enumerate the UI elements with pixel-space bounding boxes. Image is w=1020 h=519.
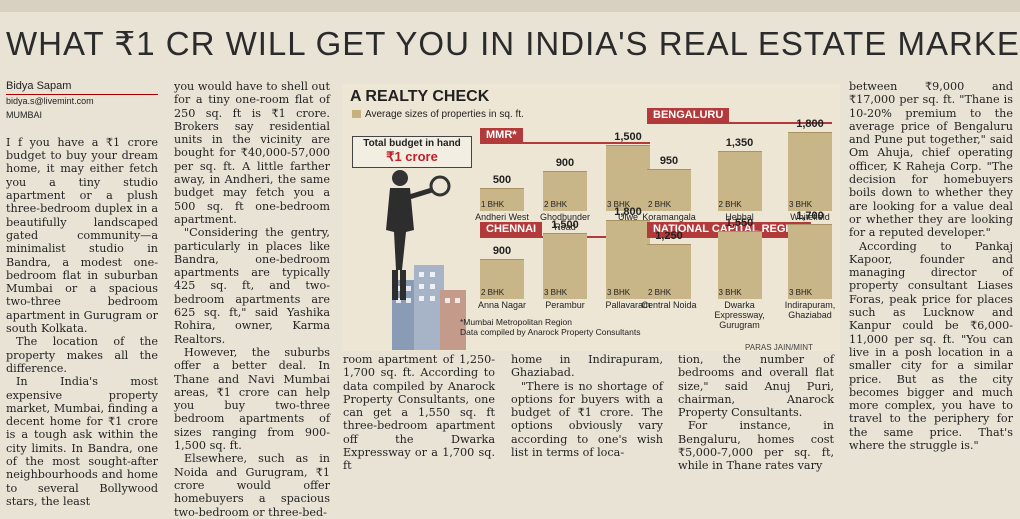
suit-shape (386, 188, 414, 270)
bar (543, 233, 587, 299)
bar (480, 259, 524, 299)
footnote-region: *Mumbai Metropolitan Region (460, 317, 572, 327)
region-label: NATIONAL CAPITAL REGION (647, 222, 811, 237)
bar-location-label: Whitefield (790, 212, 830, 222)
bar (543, 171, 587, 211)
bar-value-label: 1,250 (655, 230, 683, 242)
bar-bhk-label: 1 BHK (481, 200, 505, 209)
bar-location-label: Perambur (545, 300, 585, 310)
bar-bhk-label: 2 BHK (481, 288, 505, 297)
bar-bhk-label: 2 BHK (718, 200, 742, 209)
bar (647, 169, 691, 211)
bar-value-label: 1,700 (796, 210, 824, 222)
bar-location-label: Koramangala (642, 212, 696, 222)
budget-box: Total budget in hand ₹1 crore (352, 136, 472, 168)
footnote-source: Data compiled by Anarock Property Consul… (460, 327, 641, 337)
bar (788, 132, 832, 211)
bar-bhk-label: 3 BHK (789, 288, 813, 297)
region-label: CHENNAI (480, 222, 543, 237)
budget-value: ₹1 crore (386, 149, 438, 164)
paragraph: between ₹9,000 and ₹17,000 per sq. ft. "… (849, 80, 1013, 240)
bar (606, 220, 650, 299)
byline-location: MUMBAI (6, 109, 42, 120)
bar-bhk-label: 2 BHK (648, 288, 672, 297)
paragraph: you would have to shell out for a tiny o… (174, 80, 330, 226)
bar-bhk-label: 3 BHK (789, 200, 813, 209)
article-column-1: Bidya Sapam bidya.s@livemint.com MUMBAI … (6, 80, 158, 508)
article-column-2: you would have to shell out for a tiny o… (174, 80, 330, 519)
bar-value-label: 1,550 (725, 217, 754, 229)
bar-value-label: 900 (555, 157, 575, 169)
realty-check-infographic: A REALTY CHECK Average sizes of properti… (342, 84, 840, 351)
budget-label: Total budget in hand (363, 138, 461, 149)
businessman-illustration (386, 170, 466, 350)
paragraph: According to Pankaj Kapoor, founder and … (849, 239, 1013, 453)
bar-bhk-label: 3 BHK (544, 288, 568, 297)
graphic-credit: PARAS JAIN/MINT (745, 343, 813, 352)
paragraph: "There is no shortage of options for buy… (511, 379, 663, 460)
bar (480, 188, 524, 211)
bar-location-label: Ulwe (617, 212, 638, 222)
bar-value-label: 1,500 (551, 219, 579, 231)
bar-location-label: Dwarka Expressway, Gurugram (714, 300, 765, 330)
bar-bhk-label: 2 BHK (544, 200, 568, 209)
bar-location-label: Pallavaram (605, 300, 651, 310)
bar-value-label: 500 (492, 174, 512, 186)
bar-location-label: Anna Nagar (477, 300, 527, 310)
paragraph: For instance, in Bengaluru, homes cost ₹… (678, 419, 834, 473)
bar (788, 224, 832, 299)
paragraph: I f you have a ₹1 crore budget to buy yo… (6, 135, 158, 336)
paragraph: However, the suburbs offer a better deal… (174, 345, 330, 453)
bar-bhk-label: 2 BHK (648, 200, 672, 209)
bar-value-label: 1,800 (614, 206, 642, 218)
building-shape (414, 265, 444, 350)
bar (606, 145, 650, 211)
bar-bhk-label: 3 BHK (718, 288, 742, 297)
region-rule (480, 142, 650, 144)
paragraph: "Considering the gentry, particularly in… (174, 226, 330, 346)
top-strip (0, 0, 1020, 12)
byline-name: Bidya Sapam (6, 80, 158, 96)
building-shape (440, 290, 466, 350)
bar-value-label: 950 (659, 155, 679, 167)
magnifier-icon (429, 175, 451, 197)
region-rule (647, 122, 832, 124)
bar-value-label: 1,500 (614, 131, 642, 143)
bar (717, 151, 762, 211)
bar (647, 244, 691, 299)
region-label: BENGALURU (647, 108, 730, 123)
infographic-title: A REALTY CHECK (350, 88, 490, 105)
bar-location-label: Hebbal (725, 212, 754, 222)
article-column-3: room apartment of 1,250-1,700 sq. ft. Ac… (343, 353, 495, 473)
bar (717, 231, 762, 299)
head-shape (392, 170, 408, 186)
paragraph: The location of the property makes all t… (6, 335, 158, 375)
paragraph: home in Indirapuram, Ghaziabad. (511, 353, 663, 380)
legend: Average sizes of properties in sq. ft. (352, 109, 524, 120)
byline-email: bidya.s@livemint.com (6, 96, 94, 107)
article-column-6: between ₹9,000 and ₹17,000 per sq. ft. "… (849, 80, 1013, 452)
paragraph: tion, the number of bedrooms and overall… (678, 353, 834, 420)
bar-value-label: 1,350 (725, 137, 754, 149)
bar-value-label: 1,800 (796, 118, 824, 130)
bar-bhk-label: 3 BHK (607, 288, 631, 297)
bar-location-label: Indirapuram, Ghaziabad (784, 300, 836, 320)
bar-location-label: Andheri West (475, 212, 529, 222)
bar-location-label: Central Noida (641, 300, 697, 310)
legend-label: Average sizes of properties in sq. ft. (365, 109, 524, 120)
paragraph: In India's most expensive property marke… (6, 375, 158, 508)
article-column-4: home in Indirapuram, Ghaziabad. "There i… (511, 353, 663, 459)
paragraph: room apartment of 1,250-1,700 sq. ft. Ac… (343, 353, 495, 473)
article-column-5: tion, the number of bedrooms and overall… (678, 353, 834, 473)
bar-value-label: 900 (492, 245, 512, 257)
region-label: MMR* (480, 128, 523, 143)
paragraph: Elsewhere, such as in Noida and Gurugram… (174, 452, 330, 519)
bar-location-label: Ghodbunder Road (539, 212, 591, 232)
bar-bhk-label: 3 BHK (607, 200, 631, 209)
headline: WHAT ₹1 CR WILL GET YOU IN INDIA'S REAL … (6, 25, 1020, 62)
legend-swatch (352, 110, 361, 119)
